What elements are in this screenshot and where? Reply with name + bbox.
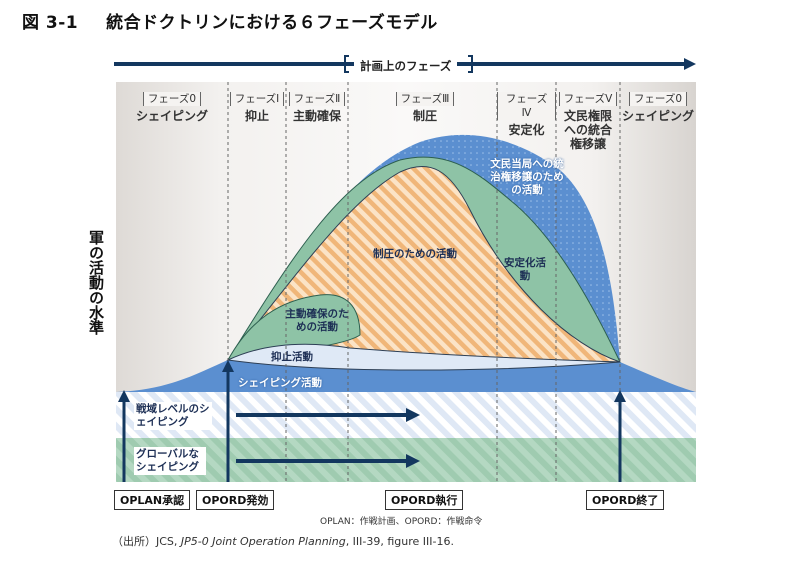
y-axis-label: 軍の活動の水準 bbox=[87, 230, 105, 335]
phase-3: フェーズⅢ 制圧 bbox=[370, 92, 480, 123]
source-prefix: （出所）JCS, bbox=[112, 535, 181, 548]
event-opord-issue: OPORD発効 bbox=[196, 490, 275, 510]
phase-1-name: 抑止 bbox=[244, 109, 269, 123]
shaping-activity-label: シェイピング活動 bbox=[238, 377, 322, 389]
global-shaping-label: グローバルなシェイピング bbox=[134, 447, 206, 475]
seize-initiative-label: 主動確保のための活動 bbox=[285, 308, 349, 333]
phase-4: フェーズⅣ 安定化 bbox=[497, 92, 556, 137]
deter-area bbox=[226, 343, 621, 371]
phase-4-bracket: フェーズⅣ bbox=[497, 92, 556, 120]
figure-title-text: 統合ドクトリンにおける６フェーズモデル bbox=[106, 13, 438, 33]
phase-4-name: 安定化 bbox=[508, 123, 545, 137]
theater-shaping-label: 戦域レベルのシェイピング bbox=[134, 402, 212, 430]
event-opord-execute: OPORD執行 bbox=[385, 490, 464, 510]
stabilization-label: 安定化活動 bbox=[504, 257, 546, 282]
phase-2-name: 主動確保 bbox=[292, 109, 341, 123]
upward-arrows bbox=[118, 360, 626, 482]
source-citation: （出所）JCS, JP5-0 Joint Operation Planning,… bbox=[112, 533, 454, 549]
phase-0-end: フェーズ0 シェイピング bbox=[620, 92, 696, 123]
figure-number: 図 3-1 bbox=[22, 13, 79, 33]
phase-2-bracket: フェーズⅡ bbox=[288, 92, 346, 106]
band-arrows bbox=[236, 408, 420, 468]
phase-3-name: 制圧 bbox=[412, 109, 437, 123]
phase-0-end-name: シェイピング bbox=[621, 109, 694, 123]
phase-dividers bbox=[227, 82, 621, 482]
plan-phase-label: 計画上のフェーズ bbox=[354, 58, 458, 74]
shaping-activity-area bbox=[116, 360, 696, 392]
phase-0-bracket: フェーズ0 bbox=[142, 92, 202, 106]
phase-2: フェーズⅡ 主動確保 bbox=[286, 92, 348, 123]
phase-0-end-bracket: フェーズ0 bbox=[628, 92, 688, 106]
civil-transfer-label: 文民当局への統治権移譲のための活動 bbox=[490, 158, 564, 196]
phase-5-bracket: フェーズⅤ bbox=[558, 92, 618, 106]
phase-5-name: 文民権限への統合権移譲 bbox=[563, 109, 612, 151]
deter-label: 抑止活動 bbox=[271, 351, 313, 363]
phase-0-name: シェイピング bbox=[135, 109, 208, 123]
phase-0-start: フェーズ0 シェイピング bbox=[122, 92, 222, 123]
abbreviation-note: OPLAN：作戦計画、OPORD：作戦命令 bbox=[320, 517, 483, 527]
phase-1: フェーズⅠ 抑止 bbox=[228, 92, 286, 123]
event-oplan-approval: OPLAN承認 bbox=[114, 490, 191, 510]
event-opord-termination: OPORD終了 bbox=[586, 490, 665, 510]
source-title: JP5-0 Joint Operation Planning bbox=[180, 535, 346, 548]
figure-title: 図 3-1 統合ドクトリンにおける６フェーズモデル bbox=[22, 8, 438, 33]
source-suffix: , III-39, figure III-16. bbox=[345, 535, 454, 548]
phase-1-bracket: フェーズⅠ bbox=[229, 92, 285, 106]
phase-3-bracket: フェーズⅢ bbox=[395, 92, 455, 106]
phase-5: フェーズⅤ 文民権限への統合権移譲 bbox=[556, 92, 620, 151]
dominate-label: 制圧のための活動 bbox=[373, 248, 457, 260]
